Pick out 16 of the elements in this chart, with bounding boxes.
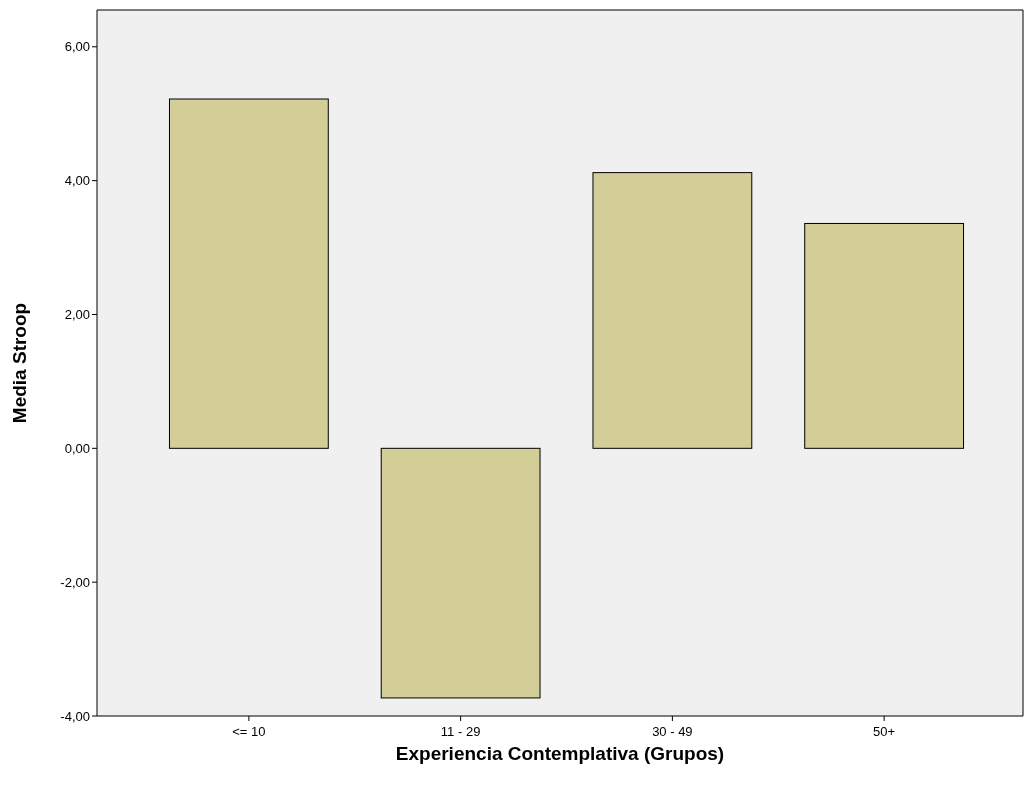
x-axis-title: Experiencia Contemplativa (Grupos) bbox=[395, 743, 725, 764]
y-tick-label: -4,00 bbox=[60, 708, 90, 724]
x-tick-label: 30 - 49 bbox=[652, 724, 693, 739]
y-tick-label: 4,00 bbox=[64, 173, 90, 189]
y-axis-title: Media Stroop bbox=[9, 302, 30, 424]
x-tick-label: 50+ bbox=[873, 724, 896, 739]
x-tick-label: <= 10 bbox=[232, 724, 266, 739]
y-tick-label: -2,00 bbox=[60, 574, 90, 590]
y-tick-label: 0,00 bbox=[64, 440, 90, 456]
bar bbox=[380, 447, 541, 699]
y-tick-label: 2,00 bbox=[64, 307, 90, 323]
y-tick-label: 6,00 bbox=[64, 39, 90, 55]
bar bbox=[592, 172, 753, 449]
bar bbox=[168, 98, 329, 449]
x-tick-label: 11 - 29 bbox=[440, 724, 481, 739]
bar bbox=[804, 222, 965, 449]
